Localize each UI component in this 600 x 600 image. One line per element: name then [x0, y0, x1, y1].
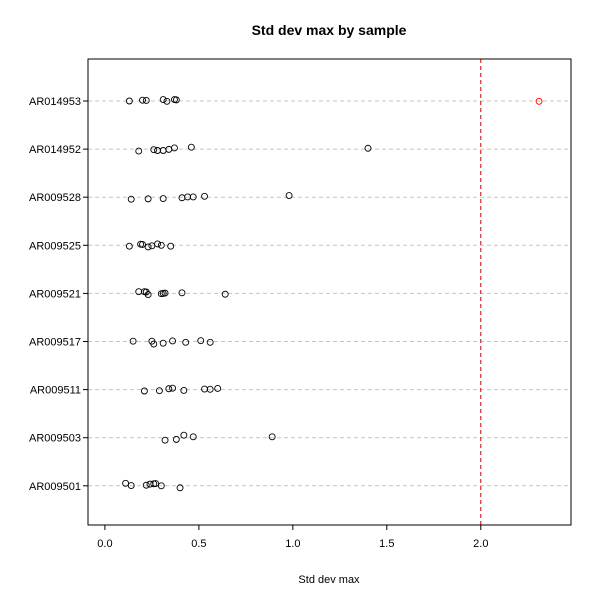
x-tick-label: 0.5 — [191, 538, 206, 550]
data-point-ar009511 — [155, 387, 163, 395]
chart-title: Std dev max by sample — [252, 22, 407, 38]
data-point-ar009501 — [142, 481, 150, 489]
x-axis: 0.0 0.5 1.0 1.5 2.0 — [97, 524, 488, 550]
y-tick-label: AR014952 — [29, 144, 81, 156]
y-tick-label: AR009503 — [29, 433, 81, 445]
data-point-ar009503 — [180, 431, 188, 439]
data-point-ar009517 — [150, 340, 158, 348]
data-point-ar014952 — [364, 144, 372, 152]
data-point-ar009525 — [144, 243, 152, 251]
data-point-ar009528 — [285, 192, 293, 199]
data-point-ar009501 — [122, 479, 130, 487]
data-point-ar014952 — [159, 147, 167, 154]
x-tick-label: 1.0 — [285, 538, 300, 550]
data-point-ar009501 — [127, 482, 135, 489]
data-point-ar009511 — [140, 387, 148, 395]
data-point-ar009528 — [201, 192, 208, 200]
x-axis-label: Std dev max — [298, 574, 360, 586]
grid-lines — [88, 100, 571, 487]
data-point-ar009503 — [161, 436, 169, 444]
data-point-ar009528 — [178, 194, 186, 202]
y-tick-label: AR009525 — [29, 240, 81, 252]
x-tick-label: 2.0 — [473, 538, 488, 550]
data-point-ar014953 — [142, 96, 150, 104]
data-point-ar014953 — [159, 96, 167, 104]
data-point-ar009517 — [182, 338, 190, 346]
data-point-ar009511 — [169, 384, 177, 392]
data-point-ar009521 — [161, 289, 169, 297]
y-tick-label: AR014953 — [29, 96, 81, 108]
data-point-ar009517 — [169, 337, 177, 345]
data-point-ar009525 — [125, 242, 133, 250]
data-point-ar014952 — [150, 146, 158, 154]
x-tick-label: 0.0 — [97, 538, 112, 550]
data-point-ar014953 — [163, 97, 171, 105]
x-tick-label: 1.5 — [379, 538, 394, 550]
data-point-ar009521 — [178, 289, 186, 297]
y-tick-label: AR009511 — [30, 385, 81, 397]
data-point-ar009517 — [206, 338, 214, 346]
data-point-ar009521 — [144, 291, 152, 298]
data-point-ar009517 — [159, 339, 167, 347]
data-point-ar009517 — [197, 337, 205, 345]
data-point-ar009511 — [165, 385, 173, 393]
data-point-ar009525 — [148, 242, 156, 250]
data-point-ar009528 — [189, 193, 197, 201]
data-point-ar009528 — [144, 195, 152, 203]
data-point-ar009501 — [152, 480, 160, 488]
data-point-ar009501 — [176, 484, 184, 492]
data-point-ar009511 — [180, 386, 188, 394]
data-point-ar009525 — [154, 240, 161, 248]
data-point-ar014952 — [135, 147, 143, 155]
y-tick-label: AR009501 — [29, 481, 81, 493]
data-points — [122, 96, 543, 492]
y-tick-label: AR009517 — [29, 337, 81, 349]
data-point-ar009501 — [157, 482, 165, 490]
data-point-ar009517 — [129, 337, 137, 345]
data-point-ar014952 — [187, 143, 195, 151]
data-point-ar009511 — [206, 385, 214, 393]
data-point-ar009528 — [159, 195, 167, 203]
y-tick-label: AR009528 — [29, 192, 81, 204]
data-point-ar009525 — [167, 242, 175, 250]
data-point-ar009511 — [214, 385, 222, 392]
data-point-ar014952 — [154, 147, 161, 154]
data-point-ar009525 — [139, 241, 146, 248]
y-tick-label: AR009521 — [29, 288, 81, 300]
data-point-ar014953 — [125, 97, 133, 105]
data-point-ar009503 — [189, 433, 197, 441]
data-point-ar009511 — [201, 385, 208, 393]
data-point-ar014953 — [172, 96, 180, 104]
data-point-ar009525 — [157, 241, 165, 249]
y-axis: AR014953 AR014952 AR009528 AR009525 AR009521… — [29, 96, 88, 493]
data-point-ar009503 — [268, 433, 276, 441]
data-point-ar009503 — [172, 435, 180, 443]
data-point-ar009521 — [221, 290, 229, 298]
data-point-ar014953 — [535, 97, 543, 105]
data-point-ar009528 — [127, 195, 135, 203]
data-point-ar014953 — [139, 96, 146, 104]
data-point-ar014952 — [171, 144, 178, 152]
